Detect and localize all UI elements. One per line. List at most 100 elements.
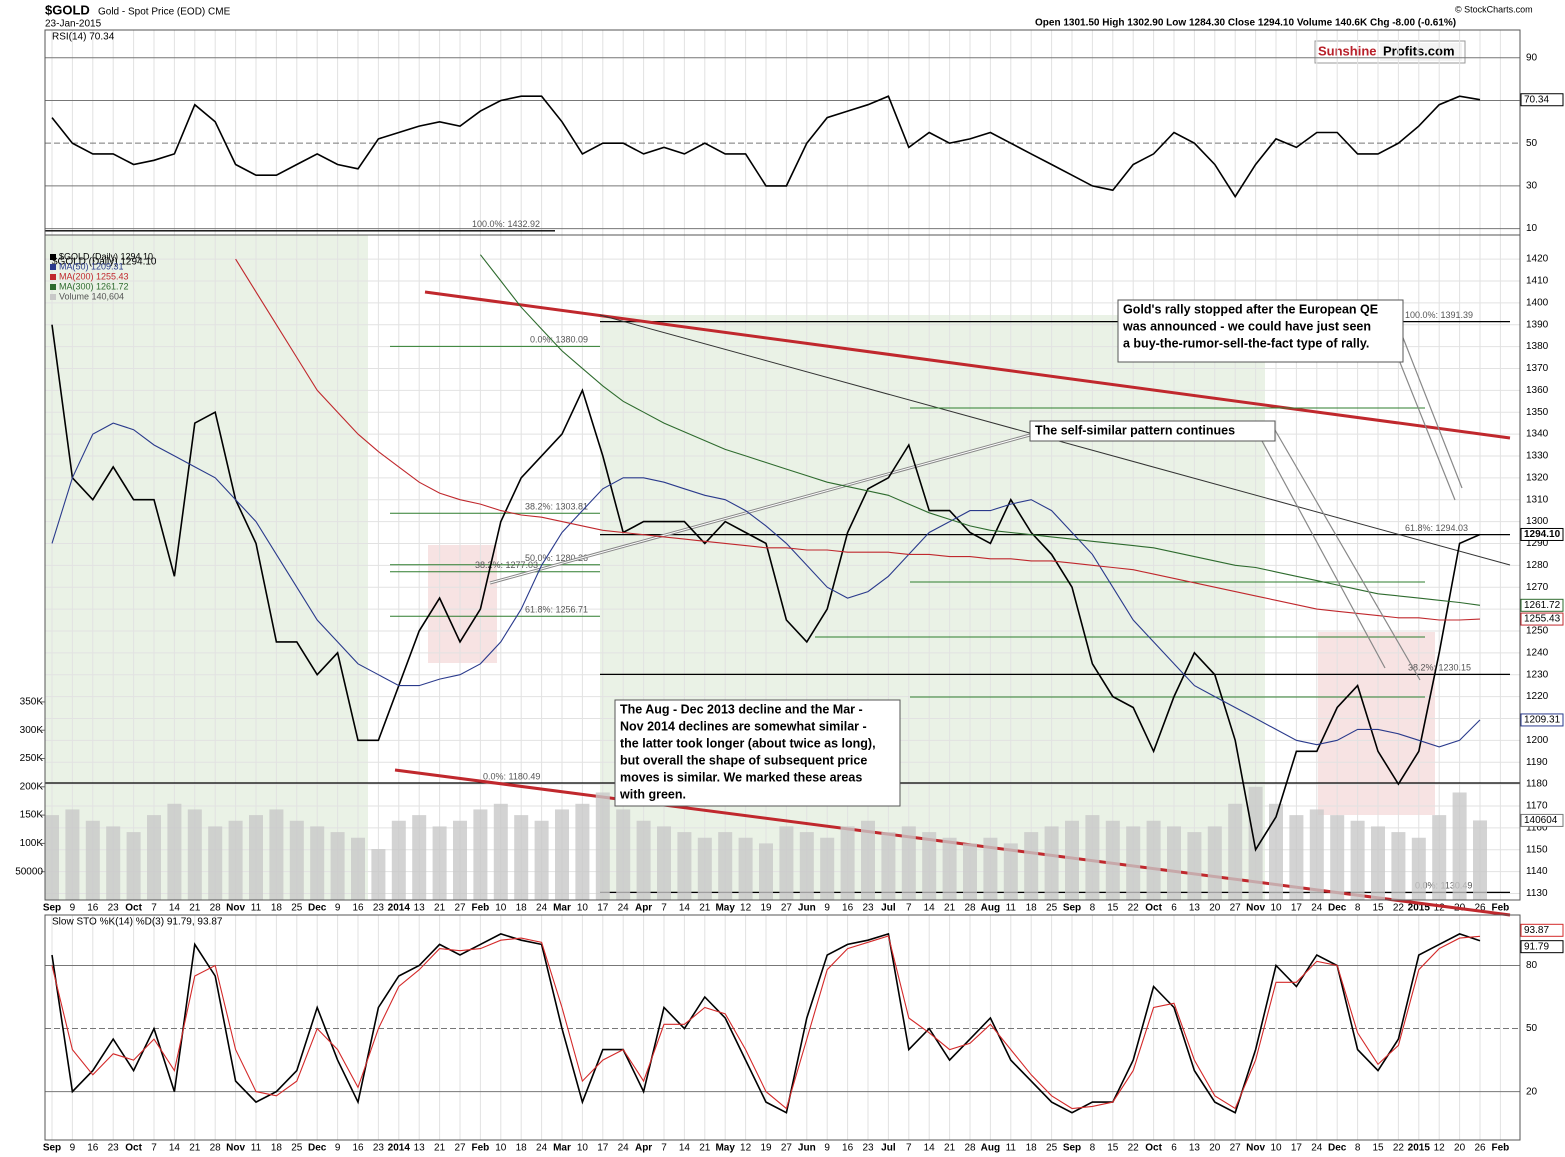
volume-bar: [1309, 809, 1324, 900]
legend-swatch: [50, 264, 56, 270]
y-tick-label: 1390: [1526, 319, 1549, 330]
x-tick-label: 18: [1026, 1143, 1038, 1154]
volume-bar: [677, 832, 692, 900]
x-tick-label: 12: [1434, 903, 1446, 914]
x-tick-label: 22: [1393, 1143, 1405, 1154]
x-tick-label: 20: [1209, 903, 1221, 914]
volume-bar: [371, 849, 386, 900]
volume-bar: [65, 809, 80, 900]
x-tick-label: 23: [862, 1143, 874, 1154]
x-tick-label: 13: [1189, 903, 1201, 914]
trend-line: [489, 434, 1031, 584]
x-tick-label: Sep: [1063, 903, 1081, 914]
volume-bar: [1085, 815, 1100, 900]
x-tick-label: 13: [414, 903, 426, 914]
x-tick-label: 21: [189, 1143, 201, 1154]
volume-bar: [147, 815, 161, 900]
annotation-arrow: [1274, 429, 1421, 681]
volume-bar: [249, 815, 263, 900]
volume-bar: [351, 837, 365, 900]
x-tick-label: 10: [1270, 903, 1282, 914]
legend-entry: MA(300) 1261.72: [59, 281, 129, 291]
value-tag-label: 93.87: [1524, 925, 1549, 936]
instrument-name: Gold - Spot Price (EOD) CME: [98, 7, 231, 18]
series-line: [51, 324, 1481, 852]
volume-bar: [453, 820, 467, 900]
fib-label: 61.8%: 1294.03: [1405, 523, 1468, 533]
x-tick-label: 17: [1291, 1143, 1303, 1154]
x-tick-label: 18: [271, 1143, 283, 1154]
volume-bar: [1105, 820, 1120, 900]
panel-title: Slow STO %K(14) %D(3) 91.79, 93.87: [52, 917, 223, 928]
quote-line: Open 1301.50 High 1302.90 Low 1284.30 Cl…: [1035, 18, 1456, 29]
x-tick-label: 14: [679, 1143, 691, 1154]
volume-bar: [187, 809, 202, 900]
volume-bar: [1065, 820, 1079, 900]
x-tick-label: 18: [1026, 903, 1038, 914]
x-tick-label: 19: [760, 903, 772, 914]
fib-label: 0.0%: 1180.49: [483, 771, 540, 781]
x-tick-label: 27: [1230, 903, 1242, 914]
annotation-text: but overall the shape of subsequent pric…: [620, 753, 867, 767]
y-tick-label: 1160: [1526, 822, 1548, 833]
volume-bar: [1452, 792, 1467, 900]
x-tick-label: 16: [87, 903, 99, 914]
volume-bar: [1207, 826, 1222, 900]
volume-bar: [718, 832, 733, 900]
x-tick-label: 20: [1209, 1143, 1221, 1154]
volume-bar: [636, 820, 651, 900]
volume-bar: [1146, 820, 1161, 900]
x-tick-label: 6: [1171, 903, 1177, 914]
legend-swatch: [50, 294, 56, 300]
volume-bar: [514, 815, 529, 900]
x-tick-label: 28: [964, 1143, 976, 1154]
volume-bar: [45, 815, 59, 900]
x-tick-label: Sep: [43, 1143, 61, 1154]
y-tick-label: 1240: [1526, 647, 1549, 658]
volume-bar: [289, 820, 304, 900]
y-tick-label: 1150: [1526, 844, 1548, 855]
volume-bar: [820, 837, 835, 900]
x-tick-label: 23: [108, 1143, 120, 1154]
x-tick-label: 10: [577, 1143, 589, 1154]
y-tick-label: 1400: [1526, 297, 1549, 308]
volume-bar: [534, 820, 549, 900]
x-tick-label: 18: [516, 1143, 528, 1154]
x-tick-label: 2014: [388, 903, 411, 914]
x-tick-label: 8: [1355, 1143, 1361, 1154]
y2-tick-label: 200K: [20, 781, 44, 792]
volume-bar: [391, 820, 406, 900]
panel-title: RSI(14) 70.34: [52, 32, 115, 43]
x-tick-label: Nov: [1246, 903, 1265, 914]
volume-bar: [1003, 843, 1018, 900]
volume-bar: [697, 837, 712, 900]
value-tag: [1520, 813, 1564, 827]
volume-bar: [1044, 826, 1059, 900]
y-tick-label: 1250: [1526, 626, 1549, 637]
volume-bar: [657, 826, 671, 900]
x-tick-label: 15: [1107, 1143, 1119, 1154]
x-tick-label: 21: [699, 903, 711, 914]
y-tick-label: 1420: [1526, 254, 1549, 265]
value-tag: [1520, 940, 1564, 954]
y-tick-label: 1310: [1526, 494, 1549, 505]
x-tick-label: 27: [454, 1143, 466, 1154]
y-tick-label: 1340: [1526, 429, 1549, 440]
x-tick-label: 2015: [1408, 903, 1431, 914]
x-tick-label: 23: [108, 903, 120, 914]
y-tick-label: 1230: [1526, 669, 1549, 680]
x-tick-label: Mar: [553, 1143, 571, 1154]
x-tick-label: 23: [373, 1143, 385, 1154]
legend-swatch: [50, 274, 56, 280]
value-tag: [1520, 93, 1564, 107]
x-tick-label: Dec: [1328, 903, 1347, 914]
y-tick-label: 30: [1526, 181, 1538, 192]
y-tick-label: 1320: [1526, 472, 1549, 483]
y-tick-label: 1190: [1526, 757, 1548, 768]
volume-bar: [1289, 815, 1304, 900]
x-tick-label: Aug: [981, 1143, 1000, 1154]
volume-bar: [861, 820, 875, 900]
y-tick-label: 50: [1526, 138, 1538, 149]
volume-bar: [595, 792, 610, 900]
x-tick-label: 8: [1090, 1143, 1096, 1154]
